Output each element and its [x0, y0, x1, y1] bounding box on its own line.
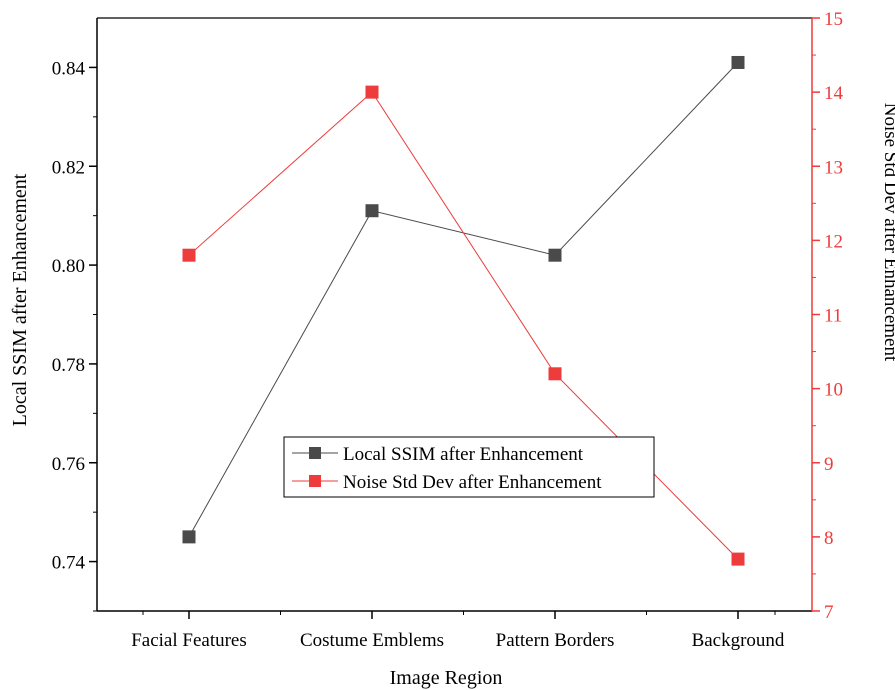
right-tick-label: 14 — [824, 83, 844, 104]
series-2-point-4 — [731, 552, 745, 566]
series-2-point-3 — [548, 367, 562, 381]
left-tick-label: 0.74 — [52, 553, 86, 574]
left-tick-label: 0.76 — [52, 454, 85, 475]
left-tick-label: 0.78 — [52, 355, 85, 376]
series-1-point-4 — [731, 55, 745, 69]
x-axis-ticks: Facial Features Costume Emblems Pattern Bo… — [131, 611, 785, 651]
x-tick-label: Costume Emblems — [300, 630, 444, 651]
right-tick-label: 9 — [824, 454, 834, 475]
x-axis-label: Image Region — [390, 667, 503, 689]
legend-box — [283, 436, 655, 498]
x-tick-label: Facial Features — [131, 630, 247, 651]
left-y-axis-label: Local SSIM after Enhancement — [9, 173, 31, 426]
axes — [96, 17, 813, 612]
right-tick-label: 11 — [824, 306, 842, 327]
right-tick-label: 15 — [824, 9, 843, 30]
right-tick-label: 12 — [824, 231, 843, 252]
series-1 — [182, 55, 745, 544]
x-tick-label: Background — [692, 630, 785, 651]
right-y-axis-label: Noise Std Dev after Enhancement — [880, 103, 895, 362]
right-tick-label: 13 — [824, 157, 843, 178]
legend-marker-series-2 — [309, 475, 321, 487]
right-tick-label: 7 — [824, 602, 834, 623]
left-axis-ticks: 0.74 0.76 0.78 0.80 0.82 0.84 — [52, 58, 97, 612]
left-tick-label: 0.82 — [52, 157, 85, 178]
right-tick-label: 8 — [824, 528, 834, 549]
series-1-point-2 — [365, 204, 379, 218]
x-tick-label: Pattern Borders — [496, 630, 615, 651]
series-2-point-2 — [365, 85, 379, 99]
series-1-point-3 — [548, 248, 562, 262]
right-tick-label: 10 — [824, 380, 843, 401]
series-2-point-1 — [182, 248, 196, 262]
legend-label-series-1: Local SSIM after Enhancement — [343, 444, 584, 465]
right-axis-ticks: 7 8 9 10 11 12 13 14 15 — [812, 9, 844, 623]
left-tick-label: 0.80 — [52, 256, 85, 277]
series-1-point-1 — [182, 530, 196, 544]
legend-marker-series-1 — [309, 447, 321, 459]
legend-label-series-2: Noise Std Dev after Enhancement — [343, 472, 602, 493]
legend: Local SSIM after Enhancement Noise Std D… — [283, 436, 655, 498]
left-tick-label: 0.84 — [52, 58, 86, 79]
